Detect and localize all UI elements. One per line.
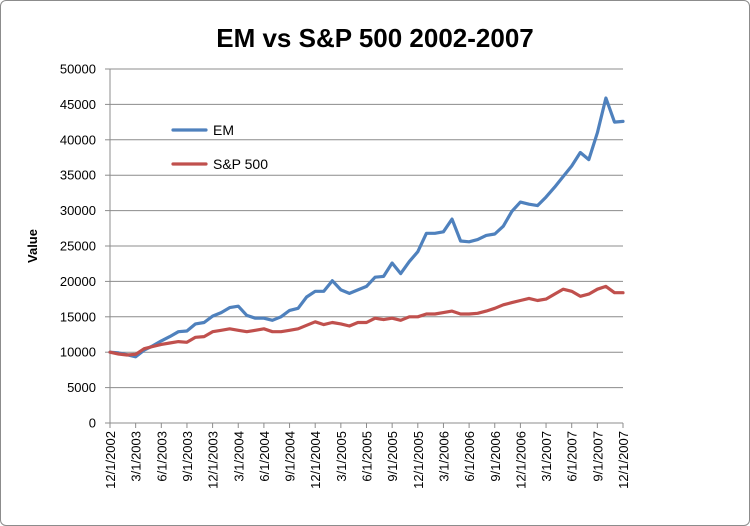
x-tick-label: 3/1/2006	[436, 431, 451, 482]
series-lines	[108, 96, 625, 359]
x-tick-label: 12/1/2003	[206, 431, 221, 489]
legend-label-s-p-500: S&P 500	[213, 156, 268, 172]
y-tick-label: 40000	[60, 132, 96, 147]
x-tick-label: 6/1/2003	[154, 431, 169, 482]
x-tick-label: 6/1/2006	[462, 431, 477, 482]
x-tick-label: 9/1/2007	[590, 431, 605, 482]
x-tick-label: 12/1/2005	[411, 431, 426, 489]
legend: EM S&P 500	[171, 122, 268, 172]
y-tick-label: 5000	[67, 380, 96, 395]
gridlines	[110, 68, 623, 389]
y-tick-label: 50000	[60, 62, 96, 77]
y-axis-ticks: 0 5000 10000 15000 20000 25000 30000 35000 40000…	[60, 62, 110, 431]
series-line-s-p-500	[108, 284, 625, 357]
x-tick-label: 12/1/2002	[103, 431, 118, 489]
x-tick-label: 12/1/2004	[308, 431, 323, 489]
x-tick-label: 12/1/2007	[616, 431, 631, 489]
y-tick-label: 0	[89, 416, 96, 431]
y-tick-label: 45000	[60, 97, 96, 112]
y-tick-label: 10000	[60, 345, 96, 360]
x-tick-label: 3/1/2007	[539, 431, 554, 482]
x-tick-label: 12/1/2006	[513, 431, 528, 489]
y-tick-label: 20000	[60, 274, 96, 289]
y-axis-title: Value	[25, 229, 40, 263]
series-line-em	[108, 96, 625, 359]
y-tick-label: 35000	[60, 168, 96, 183]
y-tick-label: 15000	[60, 309, 96, 324]
x-tick-label: 6/1/2005	[360, 431, 375, 482]
y-tick-label: 30000	[60, 203, 96, 218]
x-tick-label: 6/1/2007	[565, 431, 580, 482]
x-tick-label: 3/1/2004	[231, 431, 246, 482]
x-tick-label: 9/1/2003	[180, 431, 195, 482]
x-axis-ticks: 12/1/2002 3/1/2003 6/1/2003 9/1/2003 12/1/20…	[103, 423, 631, 489]
x-tick-label: 3/1/2003	[129, 431, 144, 482]
x-tick-label: 9/1/2006	[488, 431, 503, 482]
x-tick-label: 9/1/2005	[385, 431, 400, 482]
chart-title: EM vs S&P 500 2002-2007	[216, 23, 534, 53]
x-tick-label: 9/1/2004	[283, 431, 298, 482]
x-tick-label: 3/1/2005	[334, 431, 349, 482]
legend-label-em: EM	[213, 122, 234, 138]
y-tick-label: 25000	[60, 239, 96, 254]
x-tick-label: 6/1/2004	[257, 431, 272, 482]
